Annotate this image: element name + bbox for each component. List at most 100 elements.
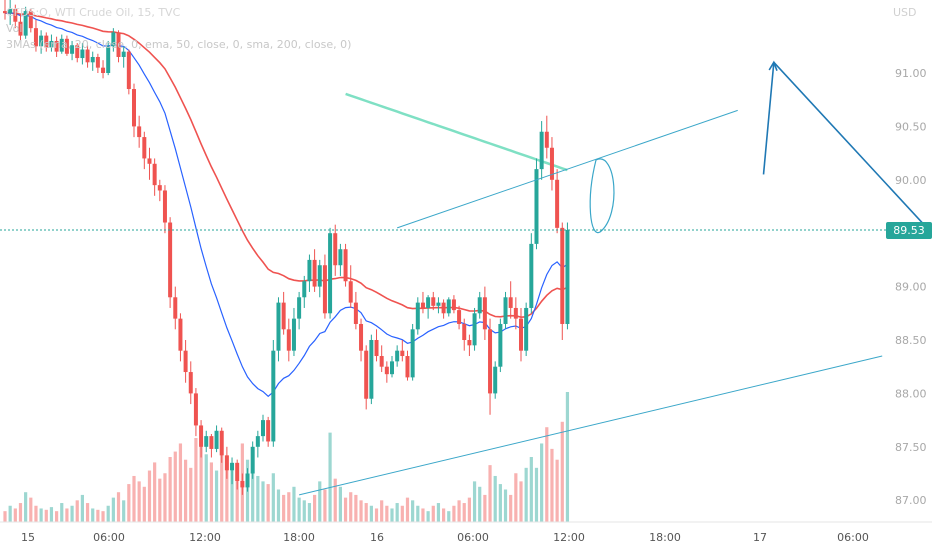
volume-bar [390,508,394,522]
volume-bar [122,500,126,522]
candle-body [524,307,529,351]
volume-bar [153,462,157,522]
volume-bar [488,465,492,522]
axes-layer: 91.00 90.50 90.00 89.00 88.50 88.00 87.50 87.00… [0,67,932,550]
volume-bar [354,494,358,522]
time-tick-label: 06:00 [457,531,489,544]
volume-bar [519,481,523,522]
candle-body [457,310,462,324]
price-tick-label: 87.50 [895,441,927,454]
volume-bar [467,497,471,522]
volume-bar [220,451,224,522]
candle-body [565,229,570,324]
ma-legend[interactable]: 3MAs (ema, 20, close, 0, ema, 50, close,… [6,38,351,51]
arrow-line [773,61,932,235]
symbol-legend[interactable]: CFDS:O, WTI Crude Oil, 15, TVC [6,6,180,19]
candle-body [534,169,539,244]
volume-bar [209,462,213,522]
volume-bar [142,486,146,522]
candle-body [395,350,400,362]
candle-body [230,462,235,471]
ma-label: 3MAs (ema, 20, close, 0, ema, 50, close,… [6,38,352,51]
volume-bar [442,508,446,522]
candle-body [415,302,420,330]
volume-bar [116,492,121,522]
volume-bar [514,473,518,522]
candle-body [374,340,379,357]
volume-bar [416,505,420,522]
volume-bar [550,448,554,522]
volume-bar [44,509,48,522]
candle-body [250,446,255,474]
candle-body [240,480,245,488]
candle-body [359,323,364,351]
volume-layer [3,392,570,522]
candle-body [162,190,167,223]
candle-body [539,131,544,170]
volume-bar [400,505,404,522]
candle-body [302,281,307,298]
ema50-line [4,12,568,319]
candle-body [59,38,64,52]
volume-bar [369,505,373,522]
volume-bar [13,508,17,522]
time-tick-label: 06:00 [93,531,125,544]
drawings-layer[interactable] [299,60,932,496]
volume-bar [380,500,384,522]
candle-body [23,11,28,36]
volume-bar [235,473,239,522]
volume-bar [204,454,208,522]
volume-bar [421,508,425,522]
volume-bar [256,475,260,522]
volume-bar [302,500,306,522]
candle-body [168,222,173,298]
candle-body [400,350,405,357]
candle-body [338,249,343,266]
volume-bar [85,503,90,522]
volume-bar [431,505,435,522]
candle-body [353,302,358,324]
volume-bar [318,481,322,522]
candle-body [193,393,198,426]
candle-body [451,299,456,311]
volume-bar [34,505,38,522]
candle-body [39,35,44,47]
price-tick-label: 87.00 [895,494,927,507]
volume-bar [184,459,188,522]
volume-bar [364,503,368,522]
volume-bar [343,497,348,522]
candle-body [291,318,296,351]
volume-bar [349,492,353,522]
volume-bar [199,446,203,522]
candle-body [147,158,152,164]
candle-body [116,32,121,57]
candle-body [431,297,436,306]
time-tick-label: 12:00 [553,531,585,544]
candles-layer [3,0,570,495]
volume-bar [178,443,183,522]
volume-bar [173,451,177,522]
candle-body [3,11,7,14]
candle-body [333,233,338,266]
volume-bar [498,484,502,522]
candle-body [111,32,116,47]
volume-legend[interactable]: Vol [6,22,22,35]
candle-body [493,366,498,394]
volume-bar [529,457,533,522]
volume-bar [282,494,286,522]
volume-bar [24,492,28,522]
candle-body [384,366,389,375]
trendline [396,109,738,229]
volume-bar [385,505,389,522]
volume-bar [503,489,508,522]
price-tick-label: 88.00 [895,387,927,400]
volume-bar [91,508,95,522]
currency-label: USD [893,6,917,19]
volume-bar [328,432,332,522]
candle-body [132,89,136,127]
volume-bar [266,484,270,522]
volume-bar [230,465,234,522]
candle-body [183,350,188,373]
